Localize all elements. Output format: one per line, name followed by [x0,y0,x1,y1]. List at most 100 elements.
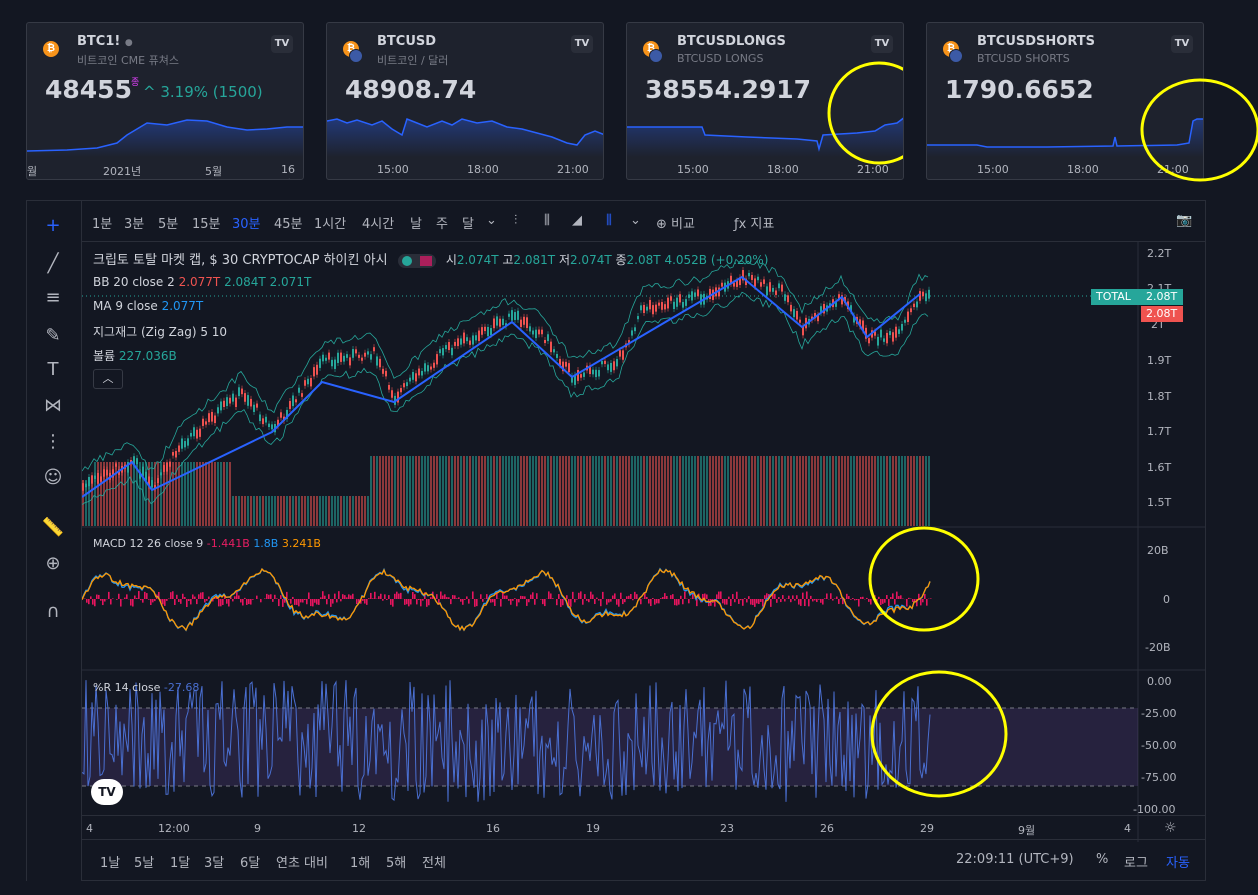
symbol-card-btc1[interactable]: ₿ BTC1! ● 비트코인 CME 퓨쳐스 TV 48455 종 ^ 3.19… [26,22,304,180]
timeframe-week[interactable]: 주 [436,217,448,232]
time-tick: 12:00 [158,822,190,835]
magnet-icon[interactable]: ∩ [46,601,60,622]
timeframe-day[interactable]: 날 [410,217,422,232]
yellow-circle-annotation [827,61,903,165]
percent-toggle[interactable]: % [1096,852,1109,867]
yellow-circle-annotation [870,670,1008,798]
range-1m[interactable]: 1달 [170,856,191,871]
tradingview-logo-icon[interactable]: TV [271,35,293,53]
x-tick: 21:00 [557,163,589,176]
close-badge: 종 [131,78,140,88]
collapse-legend-button[interactable]: ︿ [93,369,123,389]
log-toggle[interactable]: 로그 [1124,856,1148,871]
range-5d[interactable]: 5날 [134,856,155,871]
card-symbol: BTCUSDLONGS [677,34,786,49]
bitcoin-icon: ₿ [343,41,363,63]
time-axis: 4 12:00 9 12 16 19 23 26 29 9월 4 ☼ [82,815,1205,842]
card-description: 비트코인 / 달러 [377,54,449,67]
sparkline-chart [627,117,903,157]
timeframe-45m[interactable]: 45분 [274,217,303,232]
range-3m[interactable]: 3달 [204,856,225,871]
drawing-toolbar: + ╱ ≡ ✎ T ⋈ ⋮ ☺ 📏 ⊕ ∩ [27,201,82,881]
price-tick: 1.5T [1147,496,1172,509]
main-chart-window: + ╱ ≡ ✎ T ⋈ ⋮ ☺ 📏 ⊕ ∩ 1분 3분 5분 15분 30분 4… [26,200,1206,881]
trend-line-icon[interactable]: ╱ [47,253,59,274]
fib-icon[interactable]: ≡ [45,287,61,308]
text-icon[interactable]: T [47,359,59,380]
area-chart-icon[interactable]: ◢ [572,213,582,228]
wr-legend[interactable]: %R 14 close -27.68 [93,681,200,694]
zigzag-legend[interactable]: 지그재그 (Zig Zag) 5 10 [93,325,228,339]
chart-legend-title[interactable]: 크립토 토탈 마켓 캡, $ 30 CRYPTOCAP 하이킨 아시 시2.07… [93,253,769,268]
x-tick: 18:00 [467,163,499,176]
symbol-card-btcusdlongs[interactable]: ₿ BTCUSDLONGS BTCUSD LONGS TV 38554.2917… [626,22,904,180]
macd-legend[interactable]: MACD 12 26 close 9 -1.441B 1.8B 3.241B [93,537,321,550]
candles-icon[interactable]: ⫼ [544,213,550,228]
heikin-ashi-icon[interactable]: ⫼ [606,213,612,228]
compare-button[interactable]: ⊕ 비교 [656,217,695,232]
symbol-card-btcusd[interactable]: ₿ BTCUSD 비트코인 / 달러 TV 48908.74 15:00 18:… [326,22,604,180]
symbol-card-btcusdshorts[interactable]: ₿ BTCUSDSHORTS BTCUSD SHORTS TV 1790.665… [926,22,1204,180]
tradingview-logo-icon[interactable]: TV [1171,35,1193,53]
chevron-down-icon[interactable]: ⌄ [630,213,641,228]
x-tick: 21:00 [1157,163,1189,176]
timeframe-month[interactable]: 달 [462,217,474,232]
yellow-circle-annotation [868,526,980,632]
timeframe-3m[interactable]: 3분 [124,217,145,232]
current-price-tag: 2.08T [1141,289,1183,305]
ma-legend[interactable]: MA 9 close 2.077T [93,299,204,313]
x-tick: 18:00 [1067,163,1099,176]
settings-gear-icon[interactable]: ☼ [1164,820,1177,836]
time-tick: 9월 [1018,824,1036,837]
time-tick: 12 [352,822,366,835]
bb-legend[interactable]: BB 20 close 2 2.077T 2.084T 2.071T [93,275,312,289]
camera-icon[interactable]: 📷 [1176,213,1193,228]
zoom-icon[interactable]: ⊕ [45,553,61,574]
card-description: BTCUSD SHORTS [977,52,1070,65]
auto-toggle[interactable]: 자동 [1166,856,1190,871]
range-5y[interactable]: 5해 [386,856,407,871]
chart-canvas[interactable] [82,242,1206,842]
timeframe-1h[interactable]: 1시간 [314,217,347,232]
x-tick: 2021년 [103,165,142,178]
timeframe-1m[interactable]: 1분 [92,217,113,232]
range-ytd[interactable]: 연초 대비 [276,856,328,871]
range-1y[interactable]: 1해 [350,856,371,871]
card-symbol: BTC1! ● [77,34,133,49]
card-price: 48908.74 [345,75,477,104]
tradingview-logo-icon[interactable]: TV [571,35,593,53]
bitcoin-icon: ₿ [643,41,663,63]
sparkline-chart [327,118,603,157]
tradingview-logo-icon[interactable]: TV [871,35,893,53]
pattern-icon[interactable]: ⋈ [44,395,62,416]
clock[interactable]: 22:09:11 (UTC+9) [956,852,1074,867]
volume-legend[interactable]: 볼륨 227.036B [93,349,177,363]
wr-tick: 0.00 [1147,675,1172,688]
timeframe-4h[interactable]: 4시간 [362,217,395,232]
x-tick: 5월 [205,165,223,178]
range-1d[interactable]: 1날 [100,856,121,871]
price-tick: 1.6T [1147,461,1172,474]
range-6m[interactable]: 6달 [240,856,261,871]
chevron-down-icon[interactable]: ⌄ [486,213,497,228]
eye-toggle-icon[interactable] [397,253,436,268]
bitcoin-icon: ₿ [943,41,963,63]
time-tick: 26 [820,822,834,835]
timeframe-5m[interactable]: 5분 [158,217,179,232]
timeframe-15m[interactable]: 15분 [192,217,221,232]
time-tick: 19 [586,822,600,835]
x-tick: 16일 [281,163,295,179]
crosshair-icon[interactable]: + [45,215,61,236]
prediction-icon[interactable]: ⋮ [44,431,62,452]
brush-icon[interactable]: ✎ [45,325,61,346]
card-description: BTCUSD LONGS [677,52,764,65]
indicators-button[interactable]: ƒx 지표 [734,217,775,232]
range-all[interactable]: 전체 [422,856,446,871]
time-tick: 4 [86,822,93,835]
tradingview-logo-icon[interactable]: TV [91,779,123,805]
emoji-icon[interactable]: ☺ [43,467,63,488]
ruler-icon[interactable]: 📏 [41,517,65,538]
timeframe-30m[interactable]: 30분 [232,217,261,232]
bars-icon[interactable]: ⫶ [514,213,518,228]
x-tick: 15:00 [377,163,409,176]
